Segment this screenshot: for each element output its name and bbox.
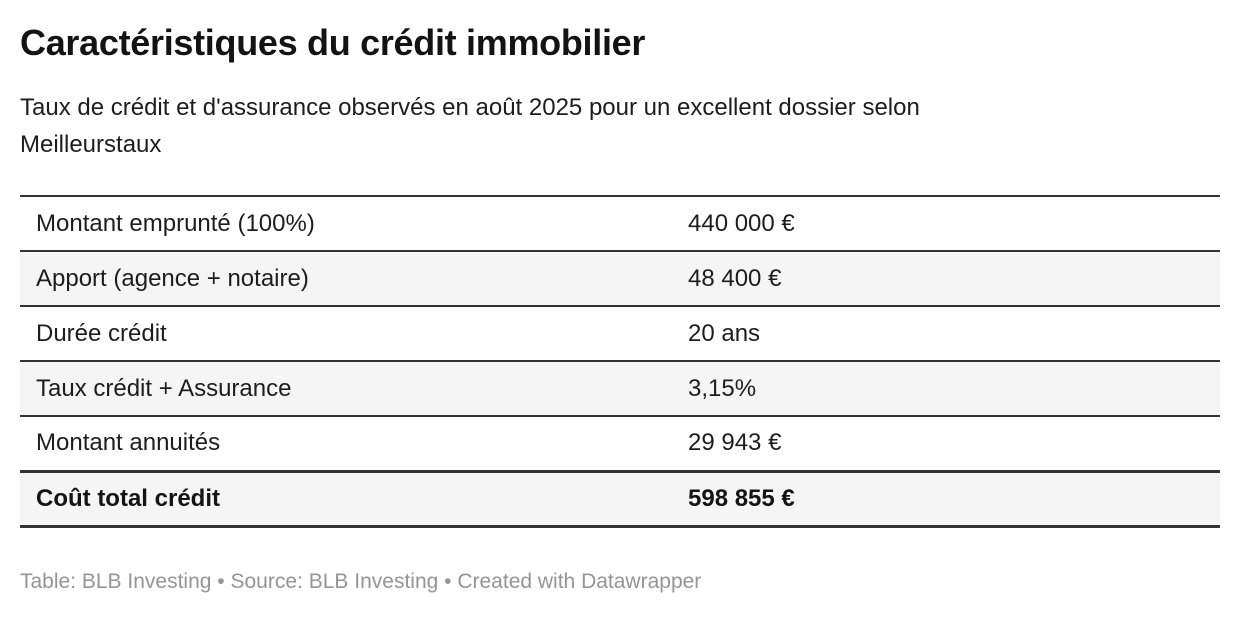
- footer-table-credit: BLB Investing: [81, 569, 212, 593]
- page-subtitle: Taux de crédit et d'assurance observés e…: [20, 94, 920, 158]
- row-value-cell: 598 855 €: [688, 484, 795, 512]
- table-row: Taux crédit + Assurance 3,15%: [20, 361, 1220, 416]
- row-label-cell: Durée crédit: [36, 319, 167, 347]
- row-label-cell: Montant annuités: [36, 429, 221, 457]
- datawrapper-link[interactable]: Datawrapper: [581, 569, 702, 593]
- row-label-cell: Apport (agence + notaire): [36, 264, 309, 292]
- footer-source-credit: BLB Investing: [308, 569, 439, 593]
- row-value-cell: 29 943 €: [688, 429, 782, 457]
- footer-created-with-label: Created with: [457, 569, 582, 593]
- table-row: Durée crédit 20 ans: [20, 306, 1220, 361]
- footer-bullet-separator: •: [211, 569, 231, 593]
- footer-bullet-separator: •: [438, 569, 458, 593]
- table-row-total: Coût total crédit 598 855 €: [20, 471, 1220, 526]
- row-value-cell: 3,15%: [688, 374, 757, 402]
- row-label-cell: Taux crédit + Assurance: [36, 374, 292, 402]
- row-label-cell: Montant emprunté (100%): [36, 209, 315, 237]
- footer-attribution: Table: BLB Investing • Source: BLB Inves…: [20, 569, 1220, 595]
- row-value-cell: 20 ans: [688, 319, 761, 347]
- footer-table-label: Table:: [20, 569, 82, 593]
- credit-characteristics-table: Montant emprunté (100%) 440 000 € Apport…: [20, 195, 1220, 528]
- table-row: Montant annuités 29 943 €: [20, 416, 1220, 471]
- row-value-cell: 440 000 €: [688, 209, 795, 237]
- page-title: Caractéristiques du crédit immobilier: [20, 22, 646, 63]
- row-label-cell: Coût total crédit: [36, 484, 220, 512]
- table-row: Apport (agence + notaire) 48 400 €: [20, 251, 1220, 306]
- row-value-cell: 48 400 €: [688, 264, 782, 292]
- table-row: Montant emprunté (100%) 440 000 €: [20, 196, 1220, 251]
- footer-source-label: Source:: [230, 569, 309, 593]
